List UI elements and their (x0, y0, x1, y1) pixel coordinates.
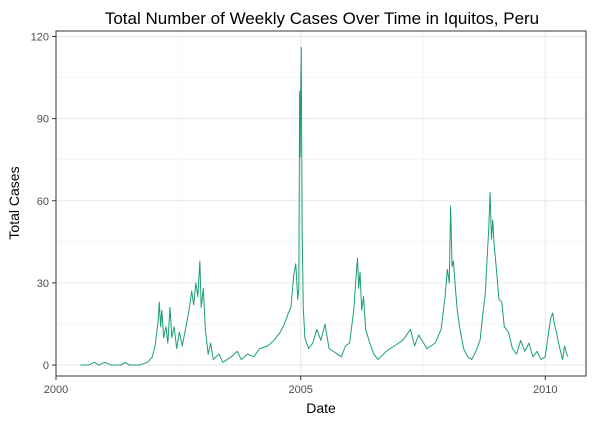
series-layer (80, 46, 569, 366)
x-axis-ticks: 2000 2005 2010 (44, 376, 558, 396)
y-tick-label: 120 (31, 31, 49, 43)
chart-title: Total Number of Weekly Cases Over Time i… (105, 9, 539, 28)
x-tick-label: 2005 (288, 384, 312, 396)
y-axis-ticks: 0 30 60 90 120 (31, 31, 56, 372)
x-tick-label: 2010 (533, 384, 557, 396)
y-tick-label: 30 (37, 278, 49, 290)
y-tick-label: 60 (37, 196, 49, 208)
y-tick-label: 0 (43, 360, 49, 372)
series-line (80, 46, 569, 366)
plot-panel-border (55, 30, 587, 377)
y-axis-title: Total Cases (6, 166, 22, 239)
y-tick-label: 90 (37, 114, 49, 126)
x-axis-title: Date (306, 400, 336, 416)
x-tick-label: 2000 (44, 384, 68, 396)
